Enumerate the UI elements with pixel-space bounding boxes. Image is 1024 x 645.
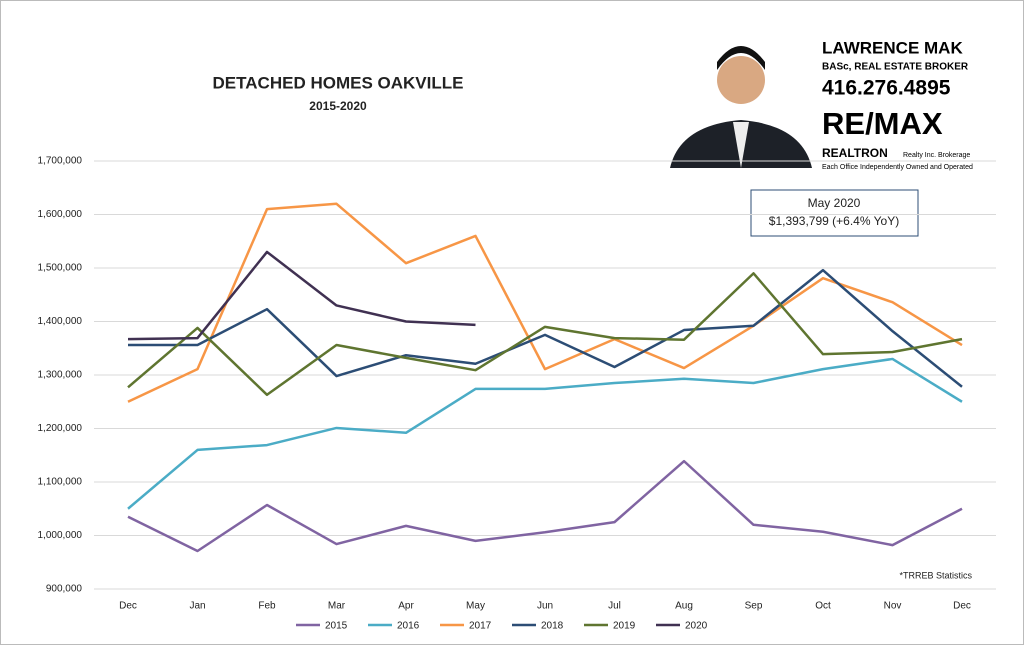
x-tick-label: Mar xyxy=(328,601,346,612)
x-tick-label: Dec xyxy=(119,601,137,612)
x-tick-label: Feb xyxy=(258,601,276,612)
x-tick-label: Apr xyxy=(398,601,414,612)
series-line xyxy=(127,459,963,553)
y-tick-label: 1,600,000 xyxy=(38,209,83,220)
x-tick-label: Nov xyxy=(884,601,902,612)
legend-label: 2018 xyxy=(541,621,564,632)
footnote: *TRREB Statistics xyxy=(899,570,972,580)
y-tick-label: 1,300,000 xyxy=(38,370,83,381)
annotation-text: $1,393,799 (+6.4% YoY) xyxy=(769,214,899,228)
annotation-box xyxy=(750,189,919,237)
disclaimer: Each Office Independently Owned and Oper… xyxy=(822,164,973,171)
y-tick-label: 1,700,000 xyxy=(38,156,83,167)
office-suffix: Realty Inc. Brokerage xyxy=(903,152,970,159)
y-tick-label: 900,000 xyxy=(46,584,83,595)
legend-label: 2016 xyxy=(397,621,420,632)
x-tick-label: Oct xyxy=(815,601,831,612)
series-line xyxy=(128,268,963,388)
x-tick-label: Dec xyxy=(953,601,971,612)
legend-label: 2017 xyxy=(469,621,492,632)
x-tick-label: Sep xyxy=(745,601,763,612)
x-tick-label: May xyxy=(466,601,485,612)
agent-card: LAWRENCE MAK BASc, REAL ESTATE BROKER 41… xyxy=(668,18,978,171)
y-tick-label: 1,400,000 xyxy=(38,316,83,327)
office: REALTRON xyxy=(822,146,888,160)
x-tick-label: Jun xyxy=(537,601,553,612)
x-tick-label: Jan xyxy=(189,601,205,612)
x-tick-label: Aug xyxy=(675,601,693,612)
series-line xyxy=(127,250,476,341)
y-tick-label: 1,000,000 xyxy=(38,530,83,541)
photo-hair xyxy=(717,46,765,70)
x-tick-label: Jul xyxy=(608,601,621,612)
legend-label: 2020 xyxy=(685,621,708,632)
photo-head xyxy=(717,56,765,104)
chart-title: DETACHED HOMES OAKVILLE xyxy=(213,73,464,92)
series-line xyxy=(127,357,963,510)
legend-label: 2019 xyxy=(613,621,636,632)
chart-subtitle: 2015-2020 xyxy=(309,99,367,113)
legend-label: 2015 xyxy=(325,621,348,632)
agent-phone: 416.276.4895 xyxy=(822,77,951,100)
agent-credentials: BASc, REAL ESTATE BROKER xyxy=(822,62,969,73)
annotation-title: May 2020 xyxy=(808,196,861,210)
y-tick-label: 1,100,000 xyxy=(38,477,83,488)
y-tick-label: 1,500,000 xyxy=(38,263,83,274)
brand: RE/MAX xyxy=(822,106,943,141)
agent-name: LAWRENCE MAK xyxy=(822,38,963,57)
photo-shirt xyxy=(733,122,749,168)
y-tick-label: 1,200,000 xyxy=(38,423,83,434)
series-line xyxy=(127,272,963,397)
series-line xyxy=(127,202,963,403)
